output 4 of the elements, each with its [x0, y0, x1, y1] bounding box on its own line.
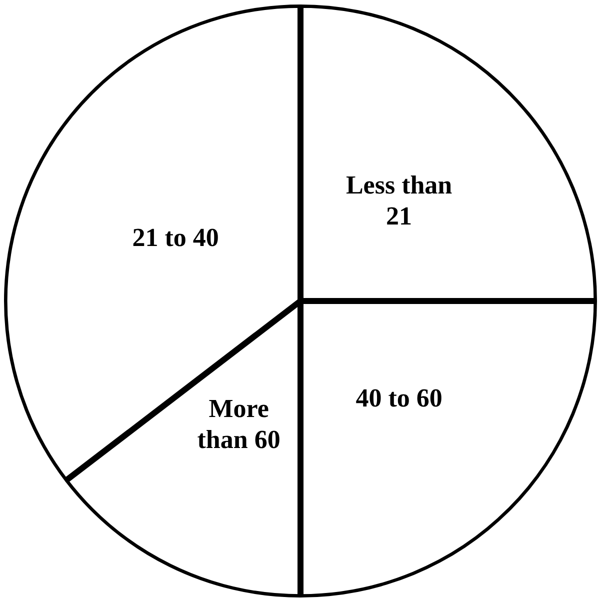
slice-label: Less than 21 — [346, 170, 453, 231]
slice-label: 21 to 40 — [132, 223, 219, 252]
slice-label: 40 to 60 — [356, 383, 442, 412]
slice-label: More than 60 — [197, 394, 280, 454]
